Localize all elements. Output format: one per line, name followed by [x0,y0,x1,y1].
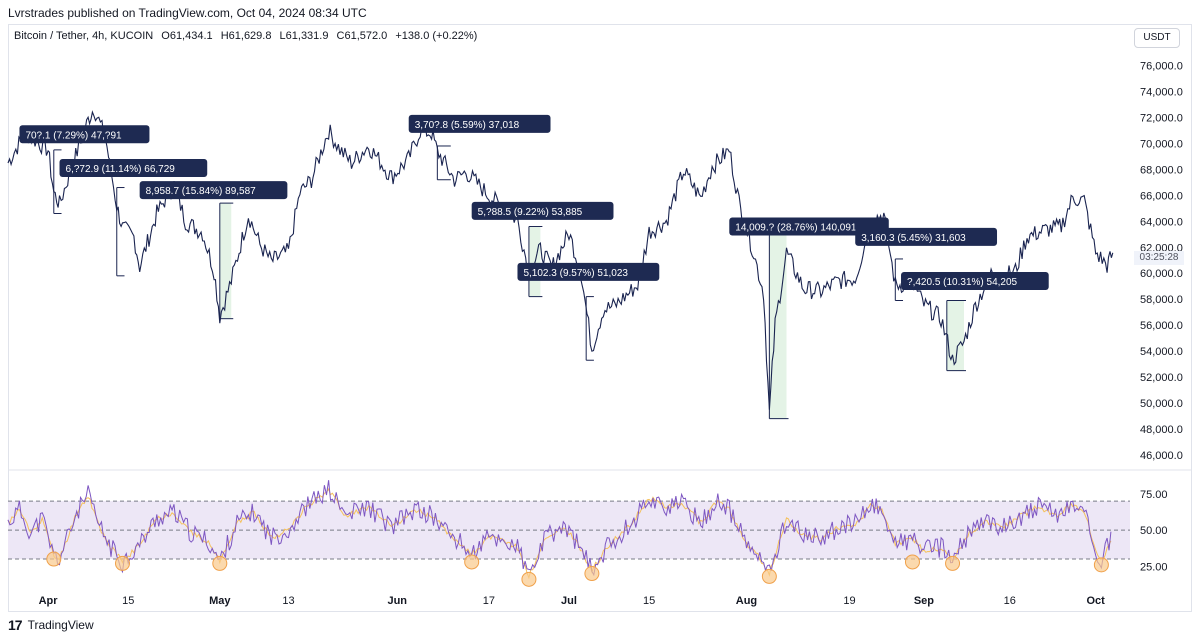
measure-label-text: 6,?72.9 (11.14%) 66,729 [66,164,176,175]
price-tick-label: 46,000.0 [1140,450,1183,462]
rsi-oversold-marker [521,571,537,587]
measure-label-text: ?,420.5 (10.31%) 54,205 [907,277,1018,288]
time-tick-label: 17 [483,595,495,607]
time-tick-label: Apr [39,595,59,607]
price-tick-label: 72,000.0 [1140,112,1183,124]
chart-frame [8,24,1192,612]
time-tick-label: 16 [1004,595,1016,607]
price-tick-label: 54,000.0 [1140,346,1183,358]
drawdown-range-fill [219,203,232,319]
rsi-oversold-marker [212,555,228,571]
time-tick-label: Oct [1086,595,1105,607]
symbol-name[interactable]: Bitcoin / Tether, 4h, KUCOIN [14,30,154,42]
time-tick-label: May [209,595,231,607]
measure-label-text: 3,70?.8 (5.59%) 37,018 [415,120,520,131]
measure-label-text: 5,?88.5 (9.22%) 53,885 [478,207,583,218]
time-tick-label: Jul [561,595,577,607]
measure-label-box[interactable] [471,201,614,220]
price-tick-label: 58,000.0 [1140,294,1183,306]
rsi-oversold-marker [584,566,600,582]
price-tick-label: 68,000.0 [1140,164,1183,176]
publisher-line: Lvrstrades published on TradingView.com,… [8,6,367,20]
rsi-oversold-marker [46,551,62,567]
ohlc-close: C61,572.0 [336,30,388,42]
measure-label-box[interactable] [139,181,288,200]
price-tick-label: 60,000.0 [1140,268,1183,280]
measure-label-box[interactable] [855,227,998,246]
time-tick-label: Jun [387,595,407,607]
currency-button[interactable]: USDT [1134,28,1180,48]
price-tick-label: 64,000.0 [1140,216,1183,228]
price-tick-label: 70,000.0 [1140,138,1183,150]
measure-label-box[interactable] [729,217,889,236]
rsi-tick-label: 75.00 [1140,489,1168,501]
price-tick-label: 48,000.0 [1140,424,1183,436]
measure-label-text: 5,102.3 (9.57%) 51,023 [523,268,628,279]
measure-label-box[interactable] [901,272,1049,291]
ohlc-open: O61,434.1 [161,30,213,42]
measure-label-text: 14,009.? (28.76%) 140,091 [735,222,857,233]
rsi-oversold-marker [464,554,480,570]
price-tick-label: 56,000.0 [1140,320,1183,332]
drawdown-range-fill [946,300,964,371]
time-tick-label: 19 [843,595,855,607]
price-series-line[interactable] [7,110,1114,410]
rsi-line[interactable] [7,480,1112,577]
price-tick-label: 66,000.0 [1140,190,1183,202]
price-tick-label: 76,000.0 [1140,60,1183,72]
rsi-oversold-marker [761,568,777,584]
rsi-oversold-marker [945,555,961,571]
tradingview-logo-icon[interactable]: 17 [8,617,23,633]
rsi-oversold-marker [904,554,920,570]
measure-label-text: 70?.1 (7.29%) 47,?91 [25,130,122,141]
time-tick-label: 13 [282,595,294,607]
measure-label-text: 8,958.7 (15.84%) 89,587 [146,186,257,197]
time-tick-label: Sep [914,595,934,607]
ohlc-high: H61,629.8 [220,30,272,42]
measure-label-box[interactable] [59,159,208,178]
ohlc-change: +138.0 (+0.22%) [395,30,478,42]
price-tick-label: 50,000.0 [1140,398,1183,410]
symbol-legend: Bitcoin / Tether, 4h, KUCOIN O61,434.1 H… [14,30,482,42]
measure-label-box[interactable] [408,114,551,133]
ohlc-low: L61,331.9 [279,30,329,42]
measure-label-text: 3,160.3 (5.45%) 31,603 [861,233,966,244]
price-tick-label: 74,000.0 [1140,86,1183,98]
time-tick-label: Aug [736,595,757,607]
bar-countdown: 03:25:28 [1134,251,1184,265]
measure-label-box[interactable] [19,125,150,144]
footer-brand: TradingView [27,618,94,632]
footer: 17 TradingView [8,617,94,633]
price-tick-label: 52,000.0 [1140,372,1183,384]
time-tick-label: 15 [643,595,655,607]
measure-label-box[interactable] [517,262,660,281]
rsi-tick-label: 25.00 [1140,561,1168,573]
rsi-oversold-marker [1093,557,1109,573]
rsi-oversold-marker [114,555,130,571]
drawdown-range-fill [769,232,787,419]
time-tick-label: 15 [122,595,134,607]
rsi-tick-label: 50.00 [1140,525,1168,537]
